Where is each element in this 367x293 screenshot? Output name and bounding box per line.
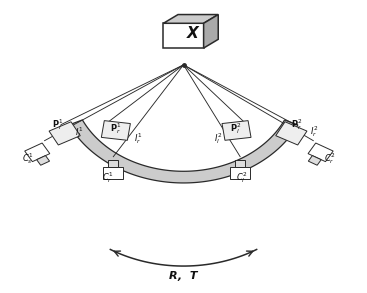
Polygon shape	[25, 143, 50, 162]
Polygon shape	[108, 160, 119, 167]
Text: $\mathbf{P}_r^1$: $\mathbf{P}_r^1$	[110, 121, 121, 136]
Text: $C_l^2$: $C_l^2$	[236, 170, 248, 185]
Text: R,  T: R, T	[169, 271, 198, 281]
Polygon shape	[37, 156, 50, 165]
Polygon shape	[69, 120, 298, 183]
Polygon shape	[308, 156, 321, 165]
Polygon shape	[276, 122, 307, 145]
Text: $I_r^1$: $I_r^1$	[134, 131, 142, 146]
Polygon shape	[308, 143, 333, 162]
Polygon shape	[222, 121, 251, 140]
Polygon shape	[49, 122, 80, 145]
Text: $\mathbf{P}_r^2$: $\mathbf{P}_r^2$	[291, 117, 302, 132]
Text: $I_l^2$: $I_l^2$	[214, 131, 222, 146]
Polygon shape	[230, 167, 250, 179]
Polygon shape	[101, 121, 130, 140]
Text: $\mathbf{P}_l^1$: $\mathbf{P}_l^1$	[52, 117, 63, 132]
Text: $C_s^1$: $C_s^1$	[22, 151, 33, 166]
Polygon shape	[163, 23, 204, 48]
Polygon shape	[163, 15, 218, 23]
Polygon shape	[103, 167, 123, 179]
Text: $I_l^1$: $I_l^1$	[75, 125, 83, 140]
Text: $\mathbf{P}_l^2$: $\mathbf{P}_l^2$	[230, 121, 241, 136]
Polygon shape	[235, 160, 245, 167]
Text: $C_r^2$: $C_r^2$	[324, 151, 335, 166]
Text: X: X	[187, 26, 199, 41]
Polygon shape	[204, 15, 218, 48]
Text: $C_r^1$: $C_r^1$	[102, 170, 114, 185]
Text: $I_r^2$: $I_r^2$	[310, 125, 319, 139]
